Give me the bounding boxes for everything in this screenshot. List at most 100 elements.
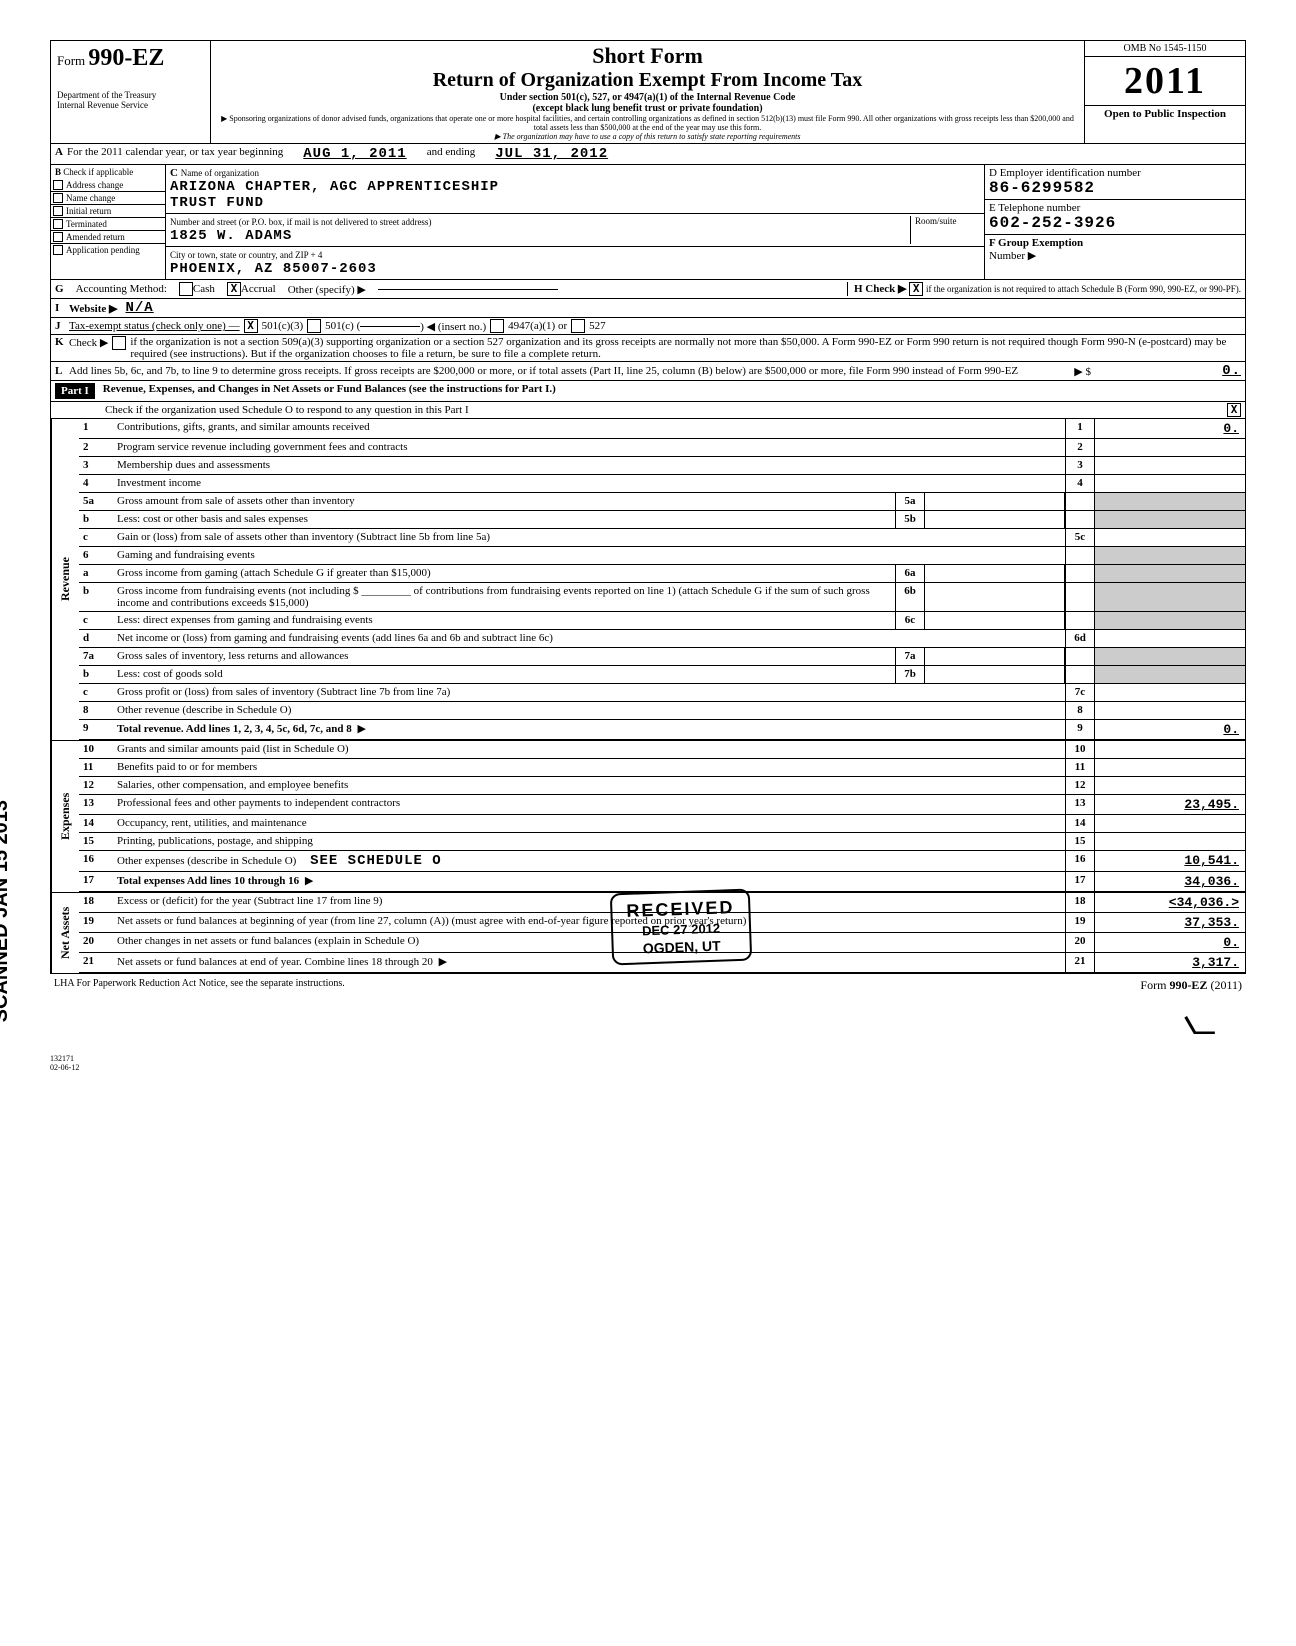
line-num: 4 [79, 475, 113, 492]
line-num: 12 [79, 777, 113, 794]
line-6: 6Gaming and fundraising events [79, 547, 1245, 565]
checkbox[interactable] [53, 180, 63, 190]
f-number: Number ▶ [989, 250, 1036, 262]
h-text: if the organization is not required to a… [926, 284, 1241, 294]
line-num: c [79, 684, 113, 701]
501c-checkbox[interactable] [307, 319, 321, 333]
row-i: I Website ▶ N/A [51, 299, 1245, 318]
checkbox[interactable] [53, 219, 63, 229]
501c3-checkbox[interactable]: X [244, 319, 258, 333]
line-4: 4Investment income4 [79, 475, 1245, 493]
line-num: 5a [79, 493, 113, 510]
r-val-shaded [1095, 648, 1245, 665]
501c-no[interactable] [360, 326, 420, 327]
line-desc: Professional fees and other payments to … [113, 795, 1065, 814]
line-num: 2 [79, 439, 113, 456]
line-desc: Gaming and fundraising events [113, 547, 1065, 564]
mid-num: 5a [895, 493, 925, 510]
irs: Internal Revenue Service [57, 100, 204, 110]
label-c: C [170, 167, 178, 179]
dept-treasury: Department of the Treasury [57, 90, 204, 100]
line-desc: Program service revenue including govern… [113, 439, 1065, 456]
part1-checkbox[interactable]: X [1227, 403, 1241, 417]
r-num-shaded [1065, 565, 1095, 582]
line-13: 13Professional fees and other payments t… [79, 795, 1245, 815]
527-checkbox[interactable] [571, 319, 585, 333]
cash-checkbox[interactable] [179, 282, 193, 296]
r-num: 2 [1065, 439, 1095, 456]
r-val: 10,541. [1095, 851, 1245, 871]
r-val-shaded [1095, 547, 1245, 564]
line-desc: Gross income from gaming (attach Schedul… [113, 565, 895, 582]
r-val: <34,036.> [1095, 893, 1245, 912]
r-val: 3,317. [1095, 953, 1245, 972]
check-label: Address change [66, 180, 123, 190]
mid-val [925, 583, 1065, 611]
r-val [1095, 529, 1245, 546]
r-val-shaded [1095, 493, 1245, 510]
r-val [1095, 457, 1245, 474]
line-desc: Less: cost of goods sold [113, 666, 895, 683]
line-desc: Membership dues and assessments [113, 457, 1065, 474]
line-3: 3Membership dues and assessments3 [79, 457, 1245, 475]
addr-hint: Number and street (or P.O. box, if mail … [170, 217, 431, 227]
527: 527 [589, 320, 606, 332]
k-checkbox[interactable] [112, 336, 126, 350]
omb: OMB No 1545-1150 [1085, 41, 1245, 57]
r-num-shaded [1065, 648, 1095, 665]
cash-label: Cash [193, 283, 215, 295]
other-specify[interactable] [378, 289, 558, 290]
check-application-pending: Application pending [51, 243, 165, 256]
mid-val [925, 493, 1065, 510]
line-num: 11 [79, 759, 113, 776]
4947a1: 4947(a)(1) or [508, 320, 567, 332]
section-b: B Check if applicable Address changeName… [51, 165, 1245, 280]
checkbox[interactable] [53, 245, 63, 255]
line-a: aGross income from gaming (attach Schedu… [79, 565, 1245, 583]
line-8: 8Other revenue (describe in Schedule O)8 [79, 702, 1245, 720]
row-j: J Tax-exempt status (check only one) — X… [51, 318, 1245, 335]
org-name-1: ARIZONA CHAPTER, AGC APPRENTICESHIP [170, 179, 499, 195]
501c3: 501(c)(3) [262, 320, 304, 332]
line-num: 1 [79, 419, 113, 438]
accrual-checkbox[interactable]: X [227, 282, 241, 296]
r-val [1095, 741, 1245, 758]
r-val [1095, 833, 1245, 850]
4947-checkbox[interactable] [490, 319, 504, 333]
r-num-shaded [1065, 612, 1095, 629]
mid-val [925, 565, 1065, 582]
row-l: L Add lines 5b, 6c, and 7b, to line 9 to… [51, 362, 1245, 381]
revenue-side-label: Revenue [51, 419, 79, 740]
col-c: C Name of organization ARIZONA CHAPTER, … [166, 165, 985, 279]
checkbox[interactable] [53, 193, 63, 203]
line-desc: Grants and similar amounts paid (list in… [113, 741, 1065, 758]
room-suite: Room/suite [910, 216, 980, 244]
mid-val [925, 612, 1065, 629]
line-desc: Excess or (deficit) for the year (Subtra… [113, 893, 1065, 912]
line-num: 10 [79, 741, 113, 758]
title-cell: Short Form Return of Organization Exempt… [211, 41, 1085, 143]
r-val [1095, 439, 1245, 456]
line-d: dNet income or (loss) from gaming and fu… [79, 630, 1245, 648]
line-desc: Occupancy, rent, utilities, and maintena… [113, 815, 1065, 832]
line-num: c [79, 529, 113, 546]
mid-num: 6c [895, 612, 925, 629]
line-desc: Total revenue. Add lines 1, 2, 3, 4, 5c,… [113, 720, 1065, 739]
insert-no: ) ◀ (insert no.) [420, 320, 486, 333]
r-val-shaded [1095, 511, 1245, 528]
part1-label: Part I [55, 383, 95, 399]
ein: 86-6299582 [989, 179, 1095, 197]
sub3: ▶ Sponsoring organizations of donor advi… [215, 114, 1080, 132]
r-num: 19 [1065, 913, 1095, 932]
h-checkbox[interactable]: X [909, 282, 923, 296]
line-num: 16 [79, 851, 113, 871]
checkbox[interactable] [53, 232, 63, 242]
row-k: K Check ▶ if the organization is not a s… [51, 335, 1245, 362]
mid-num: 6a [895, 565, 925, 582]
l-text: Add lines 5b, 6c, and 7b, to line 9 to d… [69, 365, 1074, 377]
mid-num: 7a [895, 648, 925, 665]
checkbox[interactable] [53, 206, 63, 216]
line-desc: Salaries, other compensation, and employ… [113, 777, 1065, 794]
r-val [1095, 630, 1245, 647]
l-val: 0. [1091, 363, 1241, 379]
